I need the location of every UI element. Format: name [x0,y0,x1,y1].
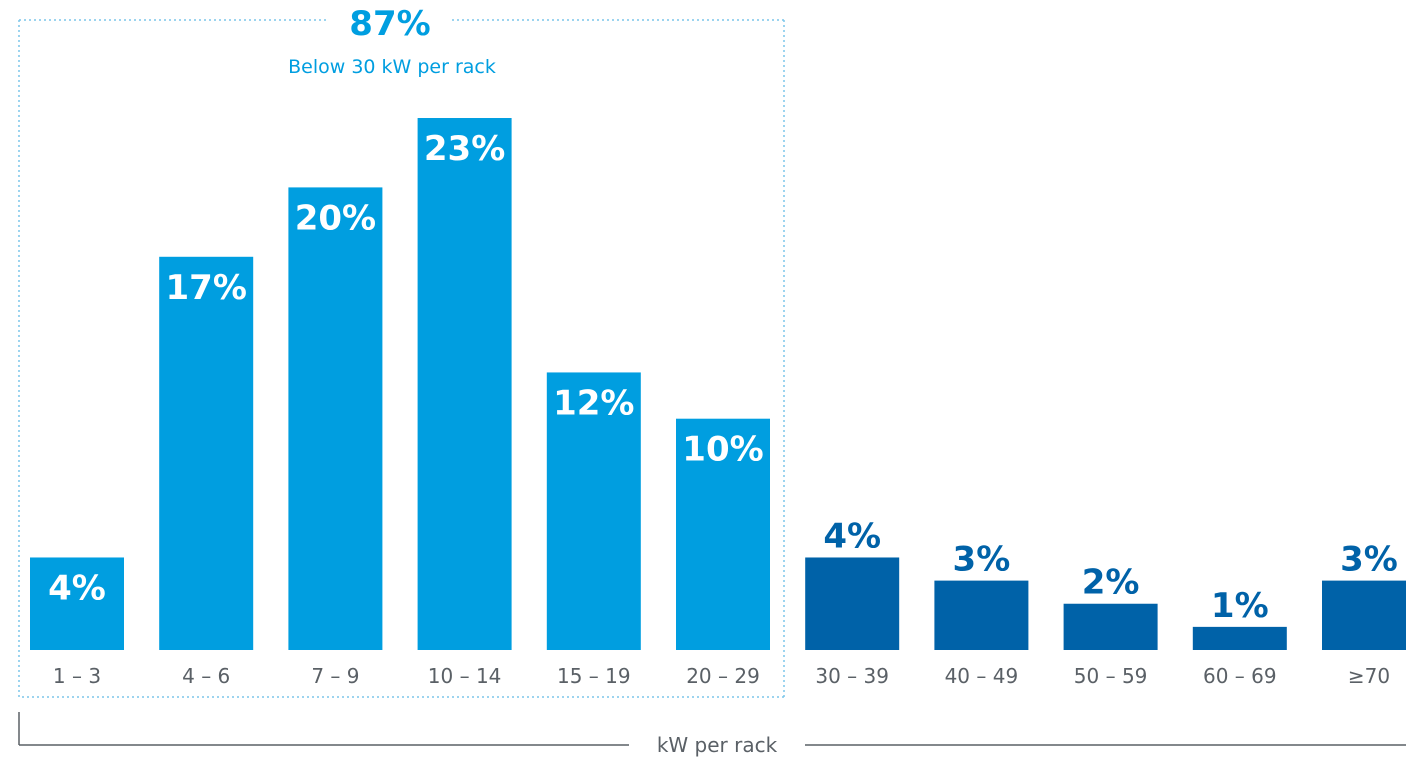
bar-value-label-10: 3% [1340,540,1398,580]
x-axis-bracket: kW per rack [18,712,1406,757]
bar-0 [30,557,124,650]
x-tick-label-5: 20 – 29 [686,664,760,688]
bar-4 [546,372,641,650]
bar-10 [1322,580,1406,650]
callout-group: 87% Below 30 kW per rack [18,4,785,698]
callout-value: 87% [349,4,430,44]
bar-1 [159,256,254,650]
bar-8 [1063,603,1158,650]
bar-value-label-5: 10% [682,430,763,470]
bar-value-label-3: 23% [424,129,505,169]
x-tick-label-7: 40 – 49 [945,664,1019,688]
bar-3 [417,118,512,650]
bar-7 [934,580,1029,650]
bar-value-label-7: 3% [953,540,1011,580]
x-tick-label-0: 1 – 3 [53,664,101,688]
callout-label: Below 30 kW per rack [288,56,496,78]
bar-value-label-0: 4% [48,568,106,608]
x-tick-label-3: 10 – 14 [428,664,502,688]
bar-9 [1192,626,1287,650]
bar-value-label-4: 12% [553,383,634,423]
bar-5 [676,418,770,650]
bar-value-label-9: 1% [1211,586,1269,626]
bar-value-label-1: 17% [166,268,247,308]
x-tick-label-10: ≥70 [1348,664,1390,688]
bar-6 [805,557,900,650]
x-axis-title: kW per rack [657,733,778,757]
x-tick-label-2: 7 – 9 [311,664,359,688]
x-tick-label-9: 60 – 69 [1203,664,1277,688]
x-tick-labels: 1 – 3 4 – 6 7 – 9 10 – 14 15 – 19 20 – 29 30 –… [53,664,1390,688]
bar-2 [288,187,383,650]
bar-value-label-6: 4% [823,516,881,556]
x-tick-label-6: 30 – 39 [815,664,889,688]
x-tick-label-1: 4 – 6 [182,664,230,688]
bar-value-label-2: 20% [295,198,376,238]
x-tick-label-4: 15 – 19 [557,664,631,688]
x-tick-label-8: 50 – 59 [1074,664,1148,688]
bars-group: 4% 17% 20% 23% 12% 10% 4% 3% 2% 1% 3% [30,118,1406,650]
bar-value-label-8: 2% [1082,563,1140,603]
